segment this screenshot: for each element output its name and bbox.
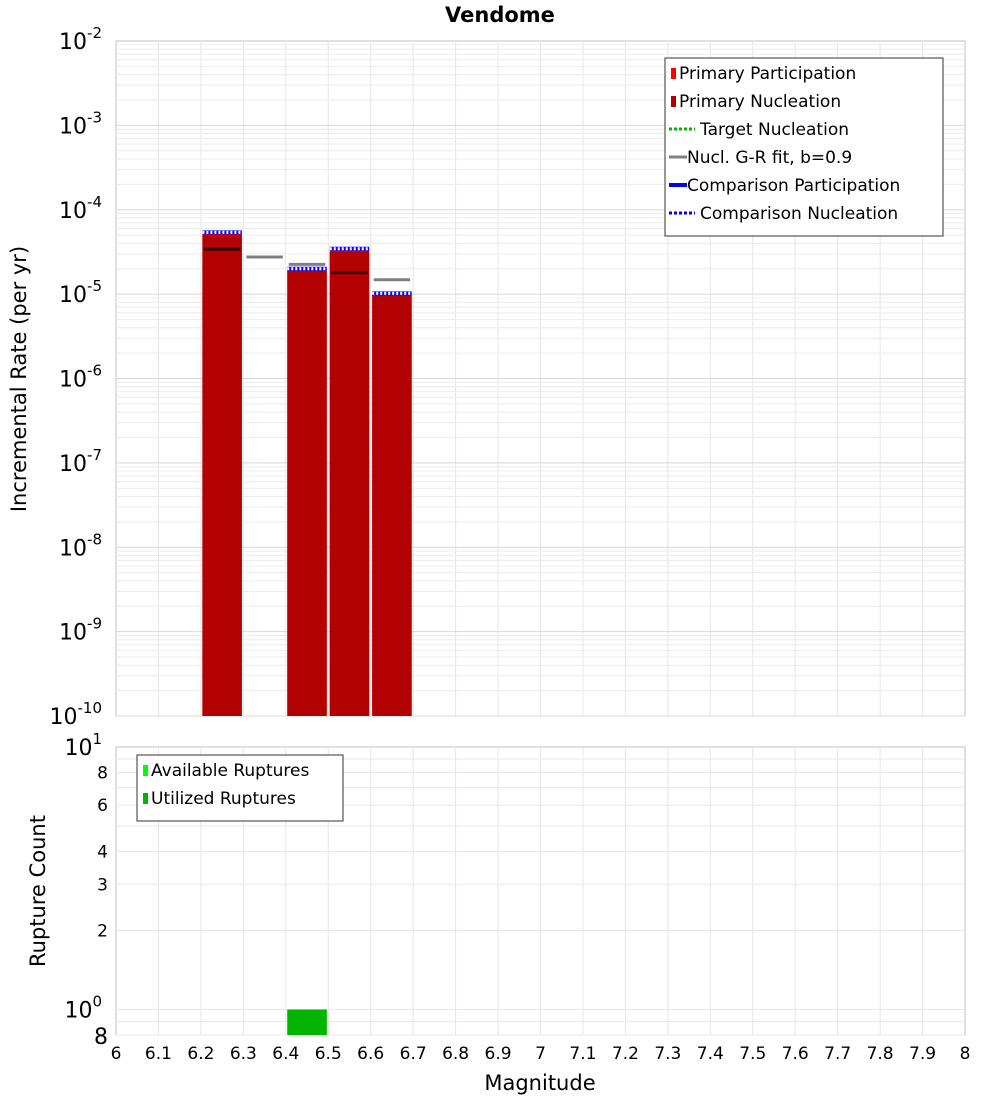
count-legend: Available Ruptures Utilized Ruptures: [136, 754, 344, 822]
count-legend-label: Utilized Ruptures: [151, 789, 296, 809]
rate-plot-marks: [202, 230, 412, 716]
rate-y-tick-label: 10-10: [50, 699, 103, 730]
count-y-minor-tick-label: 8: [94, 1025, 108, 1050]
x-tick-label: 7.2: [612, 1044, 639, 1064]
rate-plot: 10-2 10-3 10-4 10-5 10-6 10-7 10-8 10-9 10-10 In…: [7, 24, 966, 730]
x-tick-label: 6.6: [357, 1044, 384, 1064]
count-y-minor-tick-label: 6: [97, 796, 108, 816]
count-y-tick-label: 101: [64, 730, 102, 761]
chart-title: Vendome: [445, 3, 555, 27]
rate-legend-swatch: [671, 68, 676, 79]
rate-y-tick-label: 10-3: [59, 108, 102, 139]
x-tick-label: 6.2: [187, 1044, 214, 1064]
count-legend-swatch: [143, 793, 148, 804]
count-plot-marks: [287, 1009, 327, 1035]
x-tick-label: 7.8: [867, 1044, 894, 1064]
count-plot-grid: [116, 747, 965, 1036]
x-tick-label: 6.4: [272, 1044, 299, 1064]
count-legend-box: [136, 754, 344, 822]
count-y-minor-tick-label: 4: [97, 842, 108, 862]
x-tick-label: 7.6: [782, 1044, 809, 1064]
count-legend-swatch: [143, 765, 148, 776]
primary-nucleation-bar: [202, 235, 242, 716]
x-tick-label: 7.7: [824, 1044, 851, 1064]
count-y-minor-tick-label: 8: [97, 763, 108, 783]
utilized-ruptures-bar: [287, 1009, 327, 1035]
x-tick-label: 7.5: [739, 1044, 766, 1064]
count-y-minor-tick-label: 3: [97, 875, 108, 895]
rate-legend-label: Comparison Nucleation: [700, 204, 898, 224]
count-y-axis-label: Rupture Count: [26, 815, 50, 967]
x-tick-label: 7: [535, 1044, 546, 1064]
rate-y-tick-label: 10-6: [59, 362, 102, 393]
x-tick-label: 6.1: [145, 1044, 172, 1064]
x-tick-label: 6.7: [400, 1044, 427, 1064]
rate-y-tick-label: 10-9: [59, 615, 102, 646]
x-tick-label: 8: [960, 1044, 971, 1064]
primary-nucleation-bar: [329, 251, 370, 716]
x-tick-label: 6: [111, 1044, 122, 1064]
x-tick-label: 6.9: [485, 1044, 512, 1064]
x-tick-label: 6.8: [442, 1044, 469, 1064]
rate-y-ticks: 10-2 10-3 10-4 10-5 10-6 10-7 10-8 10-9 10-10: [50, 24, 103, 730]
x-tick-label: 7.9: [909, 1044, 936, 1064]
rate-legend-label: Comparison Participation: [687, 176, 900, 196]
rate-legend-label: Primary Participation: [679, 64, 856, 84]
rate-legend: Primary Participation Primary Nucleation T…: [664, 57, 944, 237]
x-tick-label: 7.3: [654, 1044, 681, 1064]
rate-y-tick-label: 10-7: [59, 446, 102, 477]
primary-nucleation-bar: [372, 295, 412, 716]
rate-y-tick-label: 10-4: [59, 193, 102, 224]
rate-y-tick-label: 10-2: [59, 24, 102, 55]
count-y-tick-label: 100: [64, 993, 102, 1024]
x-tick-labels: 6 6.1 6.2 6.3 6.4 6.5 6.6 6.7 6.8 6.9 7 7.1 7.2 7.3 7.…: [111, 1044, 971, 1064]
x-tick-label: 7.4: [697, 1044, 724, 1064]
x-tick-label: 7.1: [569, 1044, 596, 1064]
rate-y-axis-label: Incremental Rate (per yr): [7, 246, 31, 512]
count-legend-label: Available Ruptures: [151, 761, 309, 781]
rate-legend-swatch: [671, 96, 676, 107]
rate-y-tick-label: 10-5: [59, 277, 102, 308]
rate-legend-label: Primary Nucleation: [679, 92, 841, 112]
rate-legend-label: Nucl. G-R fit, b=0.9: [687, 148, 852, 168]
count-y-minor-tick-label: 2: [97, 922, 108, 942]
x-tick-label: 6.5: [315, 1044, 342, 1064]
rate-legend-box: [664, 57, 944, 237]
x-axis-label: Magnitude: [484, 1071, 595, 1095]
rate-legend-label: Target Nucleation: [699, 120, 849, 140]
x-tick-label: 6.3: [230, 1044, 257, 1064]
rate-y-tick-label: 10-8: [59, 530, 102, 561]
rate-plot-grid: [116, 41, 965, 717]
primary-nucleation-bar: [287, 270, 327, 716]
